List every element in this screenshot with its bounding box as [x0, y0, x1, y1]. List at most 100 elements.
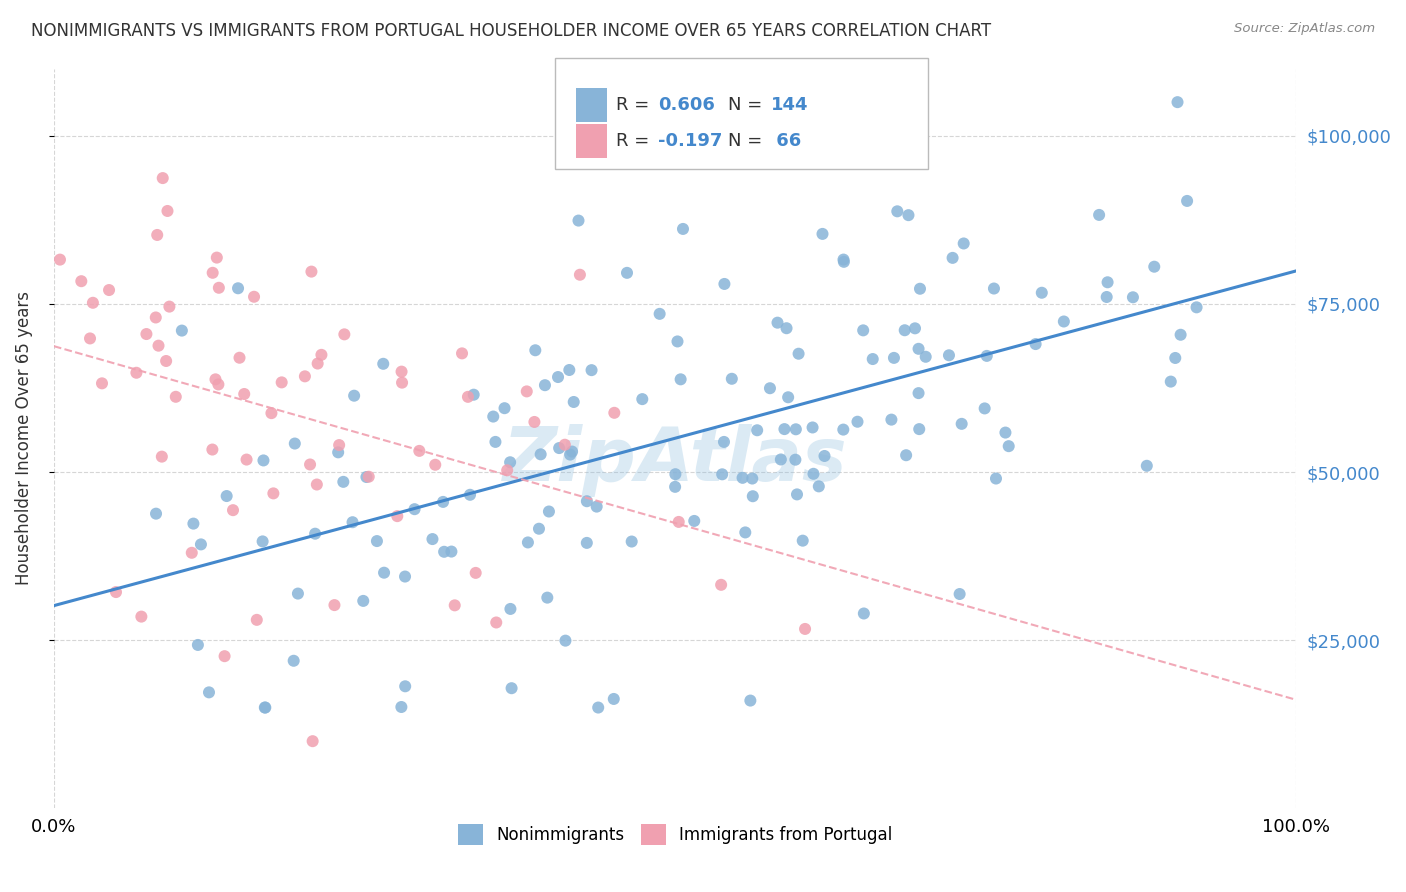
Point	[332, 475, 354, 489]
Point	[204, 372, 226, 386]
Point	[145, 310, 167, 325]
Point	[356, 470, 378, 484]
Point	[79, 331, 101, 345]
Text: -0.197: -0.197	[658, 132, 723, 150]
Point	[883, 351, 905, 365]
Point	[125, 366, 148, 380]
Point	[769, 452, 792, 467]
Point	[537, 504, 560, 518]
Point	[942, 251, 965, 265]
Point	[862, 352, 884, 367]
Point	[558, 363, 581, 377]
Point	[304, 526, 326, 541]
Point	[252, 534, 274, 549]
Point	[832, 252, 855, 267]
Point	[1175, 194, 1198, 208]
Point	[389, 700, 412, 714]
Point	[807, 479, 830, 493]
Point	[494, 401, 516, 416]
Point	[1164, 351, 1187, 365]
Text: Source: ZipAtlas.com: Source: ZipAtlas.com	[1234, 22, 1375, 36]
Point	[233, 387, 256, 401]
Point	[586, 700, 609, 714]
Point	[575, 494, 598, 508]
Point	[283, 654, 305, 668]
Point	[270, 376, 292, 390]
Point	[501, 681, 523, 696]
Point	[311, 348, 333, 362]
Point	[907, 386, 929, 401]
Point	[734, 525, 756, 540]
Point	[897, 208, 920, 222]
Point	[561, 444, 583, 458]
Point	[205, 251, 228, 265]
Point	[496, 463, 519, 477]
Point	[294, 369, 316, 384]
Point	[49, 252, 72, 267]
Point	[585, 500, 607, 514]
Point	[307, 357, 329, 371]
Point	[146, 227, 169, 242]
Point	[254, 700, 277, 714]
Point	[666, 334, 689, 349]
Text: R =: R =	[616, 96, 655, 114]
Point	[683, 514, 706, 528]
Point	[201, 266, 224, 280]
Point	[775, 321, 797, 335]
Point	[1088, 208, 1111, 222]
Point	[260, 406, 283, 420]
Point	[352, 594, 374, 608]
Point	[711, 467, 734, 482]
Point	[672, 222, 695, 236]
Point	[404, 502, 426, 516]
Point	[463, 387, 485, 401]
Point	[180, 546, 202, 560]
Point	[1053, 314, 1076, 328]
Point	[747, 423, 769, 437]
Point	[443, 599, 465, 613]
Point	[524, 343, 547, 358]
Point	[328, 445, 350, 459]
Point	[131, 609, 153, 624]
Point	[668, 515, 690, 529]
Point	[464, 566, 486, 580]
Text: 0.606: 0.606	[658, 96, 714, 114]
Point	[567, 213, 589, 227]
Point	[984, 471, 1007, 485]
Point	[669, 372, 692, 386]
Point	[547, 370, 569, 384]
Point	[301, 734, 323, 748]
Point	[664, 480, 686, 494]
Point	[789, 125, 811, 139]
Point	[741, 489, 763, 503]
Point	[343, 389, 366, 403]
Point	[973, 401, 995, 416]
Point	[499, 455, 522, 469]
Point	[554, 438, 576, 452]
Point	[983, 281, 1005, 295]
Point	[357, 469, 380, 483]
Point	[773, 422, 796, 436]
Point	[894, 448, 917, 462]
Point	[215, 489, 238, 503]
Point	[458, 488, 481, 502]
Point	[880, 412, 903, 426]
Point	[631, 392, 654, 406]
Point	[299, 458, 322, 472]
Point	[713, 434, 735, 449]
Point	[852, 607, 875, 621]
Point	[803, 467, 825, 481]
Text: ZipAtlas: ZipAtlas	[503, 425, 848, 497]
Point	[499, 602, 522, 616]
Point	[394, 569, 416, 583]
Point	[135, 326, 157, 341]
Point	[813, 449, 835, 463]
Point	[785, 422, 807, 436]
Point	[156, 204, 179, 219]
Point	[792, 533, 814, 548]
Point	[1136, 458, 1159, 473]
Point	[246, 613, 269, 627]
Point	[305, 477, 328, 491]
Point	[422, 532, 444, 546]
Point	[554, 633, 576, 648]
